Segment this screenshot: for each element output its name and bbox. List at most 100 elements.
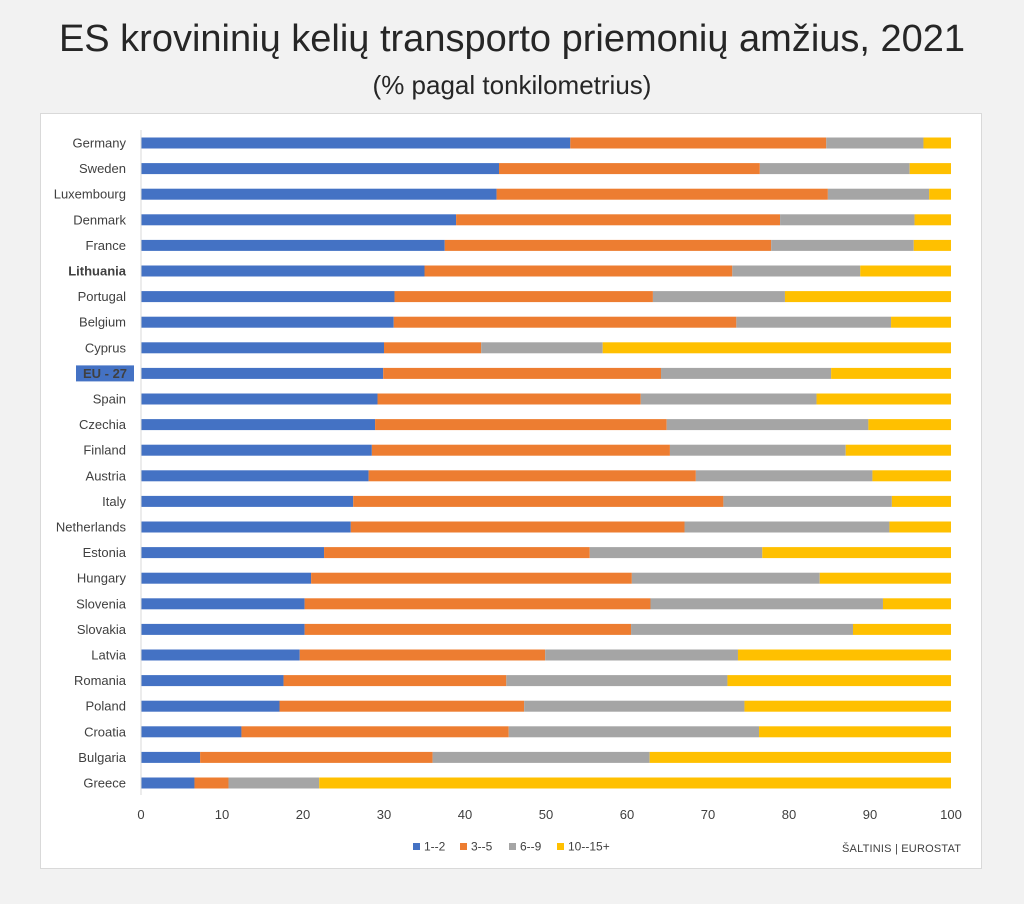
bar-segment-1-21 xyxy=(141,675,284,687)
category-label-11: Czechia xyxy=(79,417,127,432)
x-tick-label-0: 0 xyxy=(137,807,144,822)
bar-segment-4-7 xyxy=(891,316,951,328)
chart-subtitle: (% pagal tonkilometrius) xyxy=(372,70,652,100)
x-tick-label-2: 20 xyxy=(296,807,310,822)
bar-segment-4-14 xyxy=(891,495,951,507)
category-label-3: Denmark xyxy=(73,212,126,227)
category-label-24: Bulgaria xyxy=(78,750,126,765)
bar-segment-4-8 xyxy=(602,342,951,354)
bar-segment-3-24 xyxy=(432,751,650,763)
bar-segment-4-22 xyxy=(744,700,951,712)
bar-segment-4-25 xyxy=(319,777,951,789)
bar-segment-1-25 xyxy=(141,777,195,789)
bar-segment-4-19 xyxy=(852,623,951,635)
x-tick-label-1: 10 xyxy=(215,807,229,822)
bar-segment-4-12 xyxy=(845,444,951,456)
bar-segment-1-9 xyxy=(141,367,384,379)
category-label-16: Estonia xyxy=(83,545,127,560)
category-label-19: Slovakia xyxy=(77,622,127,637)
category-label-7: Belgium xyxy=(79,315,126,330)
bar-segment-3-14 xyxy=(723,495,892,507)
bar-segment-2-1 xyxy=(499,163,760,175)
bar-segment-2-24 xyxy=(200,751,433,763)
legend-label-2: 3--5 xyxy=(471,840,493,854)
bar-segment-3-4 xyxy=(771,239,914,251)
bar-segment-2-16 xyxy=(324,547,590,559)
bar-segment-1-11 xyxy=(141,419,376,431)
chart-panel xyxy=(40,113,982,869)
bar-segment-3-8 xyxy=(481,342,603,354)
category-label-6: Portugal xyxy=(78,289,127,304)
category-label-2: Luxembourg xyxy=(54,187,126,202)
bar-segment-1-0 xyxy=(141,137,571,149)
category-label-25: Greece xyxy=(83,776,126,791)
x-tick-label-5: 50 xyxy=(539,807,553,822)
bar-segment-4-17 xyxy=(819,572,951,584)
category-label-5: Lithuania xyxy=(68,264,127,279)
bar-segment-2-13 xyxy=(368,470,696,482)
bar-segment-2-17 xyxy=(311,572,632,584)
bar-segment-1-24 xyxy=(141,751,201,763)
x-axis-ticks: 0 10 20 30 40 50 60 70 80 90 100 xyxy=(137,130,962,822)
category-label-10: Spain xyxy=(93,392,126,407)
bar-segment-1-13 xyxy=(141,470,369,482)
bar-segment-1-5 xyxy=(141,265,425,277)
bar-segment-4-24 xyxy=(649,751,951,763)
category-label-8: Cyprus xyxy=(85,340,127,355)
bar-segment-3-16 xyxy=(589,547,763,559)
category-label-20: Latvia xyxy=(91,648,126,663)
bar-segment-1-23 xyxy=(141,726,242,738)
bar-segment-2-23 xyxy=(241,726,509,738)
category-label-18: Slovenia xyxy=(76,596,127,611)
bar-segment-2-14 xyxy=(353,495,724,507)
x-tick-label-4: 40 xyxy=(458,807,472,822)
bar-segment-4-23 xyxy=(759,726,951,738)
category-label-23: Croatia xyxy=(84,724,127,739)
bar-segment-1-19 xyxy=(141,623,305,635)
highlight-label-bg xyxy=(76,365,134,382)
bar-segment-4-15 xyxy=(889,521,951,533)
category-label-0: Germany xyxy=(73,136,127,151)
bar-segment-3-17 xyxy=(631,572,820,584)
x-tick-label-7: 70 xyxy=(701,807,715,822)
bar-segment-2-8 xyxy=(384,342,482,354)
bar-segment-4-9 xyxy=(831,367,951,379)
bar-segment-4-13 xyxy=(872,470,951,482)
legend: 1--2 3--5 6--9 10--15+ xyxy=(413,840,610,854)
x-tick-label-6: 60 xyxy=(620,807,634,822)
category-label-22: Poland xyxy=(86,699,126,714)
bar-segment-2-18 xyxy=(304,598,651,610)
bar-segment-3-19 xyxy=(631,623,853,635)
bar-segment-3-21 xyxy=(506,675,728,687)
bar-segment-4-3 xyxy=(914,214,951,226)
bar-segment-4-6 xyxy=(784,291,951,303)
bar-segment-2-3 xyxy=(456,214,781,226)
bar-segment-3-6 xyxy=(652,291,785,303)
bar-segment-2-9 xyxy=(383,367,662,379)
category-label-9: EU - 27 xyxy=(83,366,127,381)
bar-segment-3-5 xyxy=(732,265,861,277)
legend-swatch-3 xyxy=(509,843,516,850)
bar-segment-1-14 xyxy=(141,495,354,507)
bar-segment-3-15 xyxy=(684,521,890,533)
category-label-14: Italy xyxy=(102,494,126,509)
bar-segment-1-22 xyxy=(141,700,280,712)
bar-segment-3-23 xyxy=(508,726,760,738)
bar-segment-1-16 xyxy=(141,547,325,559)
bar-segment-3-25 xyxy=(228,777,320,789)
category-label-13: Austria xyxy=(86,468,127,483)
bar-segment-2-21 xyxy=(283,675,507,687)
bar-segment-4-2 xyxy=(929,188,951,200)
bar-segment-4-21 xyxy=(727,675,951,687)
bar-segment-1-8 xyxy=(141,342,384,354)
bar-segment-2-25 xyxy=(194,777,229,789)
x-tick-label-9: 90 xyxy=(863,807,877,822)
category-label-17: Hungary xyxy=(77,571,127,586)
bar-segment-1-2 xyxy=(141,188,497,200)
bar-segment-2-19 xyxy=(304,623,632,635)
legend-label-4: 10--15+ xyxy=(568,840,610,854)
bar-segment-1-15 xyxy=(141,521,351,533)
bar-segment-2-12 xyxy=(371,444,670,456)
bar-segment-1-1 xyxy=(141,163,500,175)
